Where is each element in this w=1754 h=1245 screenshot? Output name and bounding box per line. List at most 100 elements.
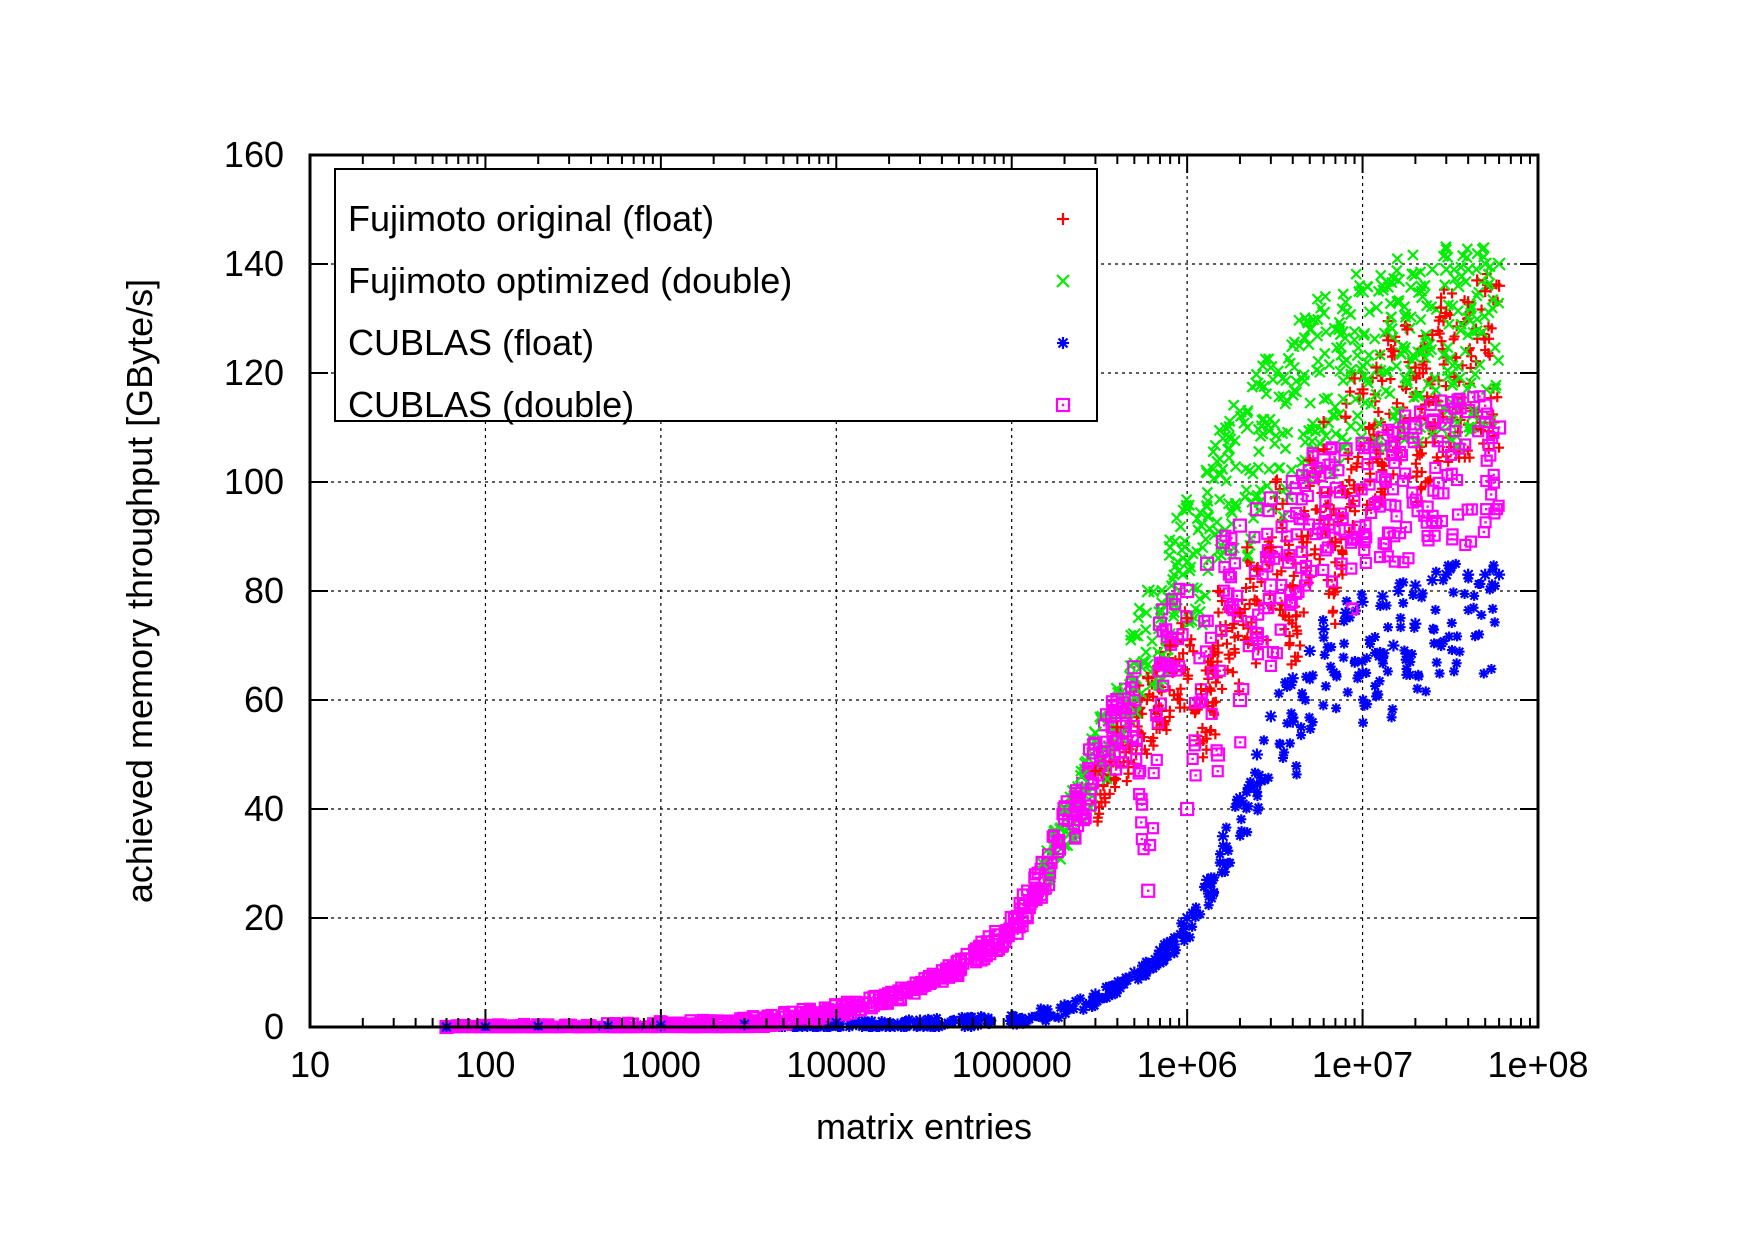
data-point [1488, 604, 1498, 614]
data-point [1106, 981, 1116, 991]
legend: Fujimoto original (float) Fujimoto optim… [335, 169, 1097, 425]
x-tick-label: 10000 [786, 1044, 886, 1085]
data-point [1476, 610, 1486, 620]
data-point [1285, 738, 1295, 748]
data-point [1274, 689, 1284, 699]
data-point [1318, 700, 1328, 710]
data-point [1128, 967, 1140, 979]
data-point [1338, 652, 1348, 662]
data-point [1447, 645, 1457, 655]
data-point [1407, 649, 1417, 659]
data-point [1396, 613, 1406, 623]
data-point [1321, 681, 1331, 691]
data-point [1036, 1004, 1046, 1014]
data-point [1443, 560, 1453, 570]
data-point [1452, 658, 1462, 668]
data-point [1377, 590, 1389, 602]
data-point [1089, 988, 1101, 1000]
data-point [1375, 601, 1385, 611]
data-point [1305, 724, 1315, 734]
data-point [1217, 830, 1229, 842]
data-point [1241, 804, 1251, 814]
data-point [1331, 703, 1341, 713]
y-tick-label: 40 [244, 788, 284, 829]
x-tick-label: 10 [290, 1044, 330, 1085]
y-tick-label: 120 [224, 352, 284, 393]
data-point [1300, 695, 1310, 705]
data-point [1417, 592, 1427, 602]
data-point [1387, 712, 1397, 722]
x-tick-label: 100000 [952, 1044, 1072, 1085]
data-point [1223, 858, 1233, 868]
y-tick-label: 0 [264, 1006, 284, 1047]
data-point [1163, 952, 1173, 962]
data-point [1409, 580, 1421, 592]
data-point [1024, 1014, 1034, 1024]
data-point [1452, 631, 1462, 641]
data-point [1179, 936, 1189, 946]
data-point [1340, 607, 1352, 619]
data-point [1154, 945, 1166, 957]
data-point [1259, 735, 1269, 745]
data-point [1296, 730, 1306, 740]
data-point [1448, 587, 1458, 597]
data-point [1059, 999, 1071, 1011]
data-point [1318, 623, 1330, 635]
y-tick-label: 140 [224, 243, 284, 284]
data-point [1304, 645, 1316, 657]
data-point [1447, 618, 1457, 628]
data-point [1479, 669, 1489, 679]
data-point [1140, 966, 1150, 976]
data-point [1181, 912, 1193, 924]
data-point [1358, 695, 1368, 705]
data-point [1414, 671, 1424, 681]
data-point [1485, 584, 1495, 594]
data-point [1396, 622, 1406, 632]
data-point [1432, 657, 1442, 667]
data-point [1489, 560, 1499, 570]
legend-label: Fujimoto original (float) [348, 198, 714, 239]
data-point [1434, 638, 1444, 648]
data-point [1252, 791, 1262, 801]
data-point [1398, 598, 1408, 608]
y-tick-label: 160 [224, 134, 284, 175]
data-point [1358, 718, 1368, 728]
data-point [1170, 939, 1180, 949]
data-point [1054, 1013, 1064, 1023]
data-point [1141, 957, 1151, 967]
data-point [1357, 596, 1369, 608]
data-point [1204, 892, 1214, 902]
data-point [1364, 635, 1374, 645]
data-point [1291, 761, 1301, 771]
data-point [1075, 993, 1085, 1003]
data-point [1493, 569, 1505, 581]
data-point [1286, 708, 1296, 718]
y-axis-label: achieved memory throughput [GByte/s] [119, 279, 160, 903]
data-point [1435, 668, 1445, 678]
data-point [1304, 712, 1314, 722]
legend-marker [1057, 337, 1069, 349]
data-point [1255, 770, 1265, 780]
data-point [1409, 618, 1421, 630]
data-point [1275, 739, 1285, 749]
x-tick-label: 1e+07 [1312, 1044, 1413, 1085]
data-point [1387, 640, 1399, 652]
data-point [1370, 681, 1380, 691]
data-point [1421, 686, 1431, 696]
data-point [1343, 687, 1353, 697]
data-point [1326, 642, 1336, 652]
data-point [1118, 976, 1128, 986]
data-point [1460, 589, 1470, 599]
data-point [1090, 1001, 1100, 1011]
data-point [1402, 664, 1412, 674]
x-tick-label: 1e+06 [1137, 1044, 1238, 1085]
x-tick-label: 1000 [621, 1044, 701, 1085]
data-point [1305, 674, 1315, 684]
x-tick-label: 100 [455, 1044, 515, 1085]
data-point [1235, 831, 1245, 841]
y-tick-label: 20 [244, 897, 284, 938]
data-point [1470, 631, 1480, 641]
data-point [1265, 710, 1277, 722]
data-point [1234, 792, 1246, 804]
